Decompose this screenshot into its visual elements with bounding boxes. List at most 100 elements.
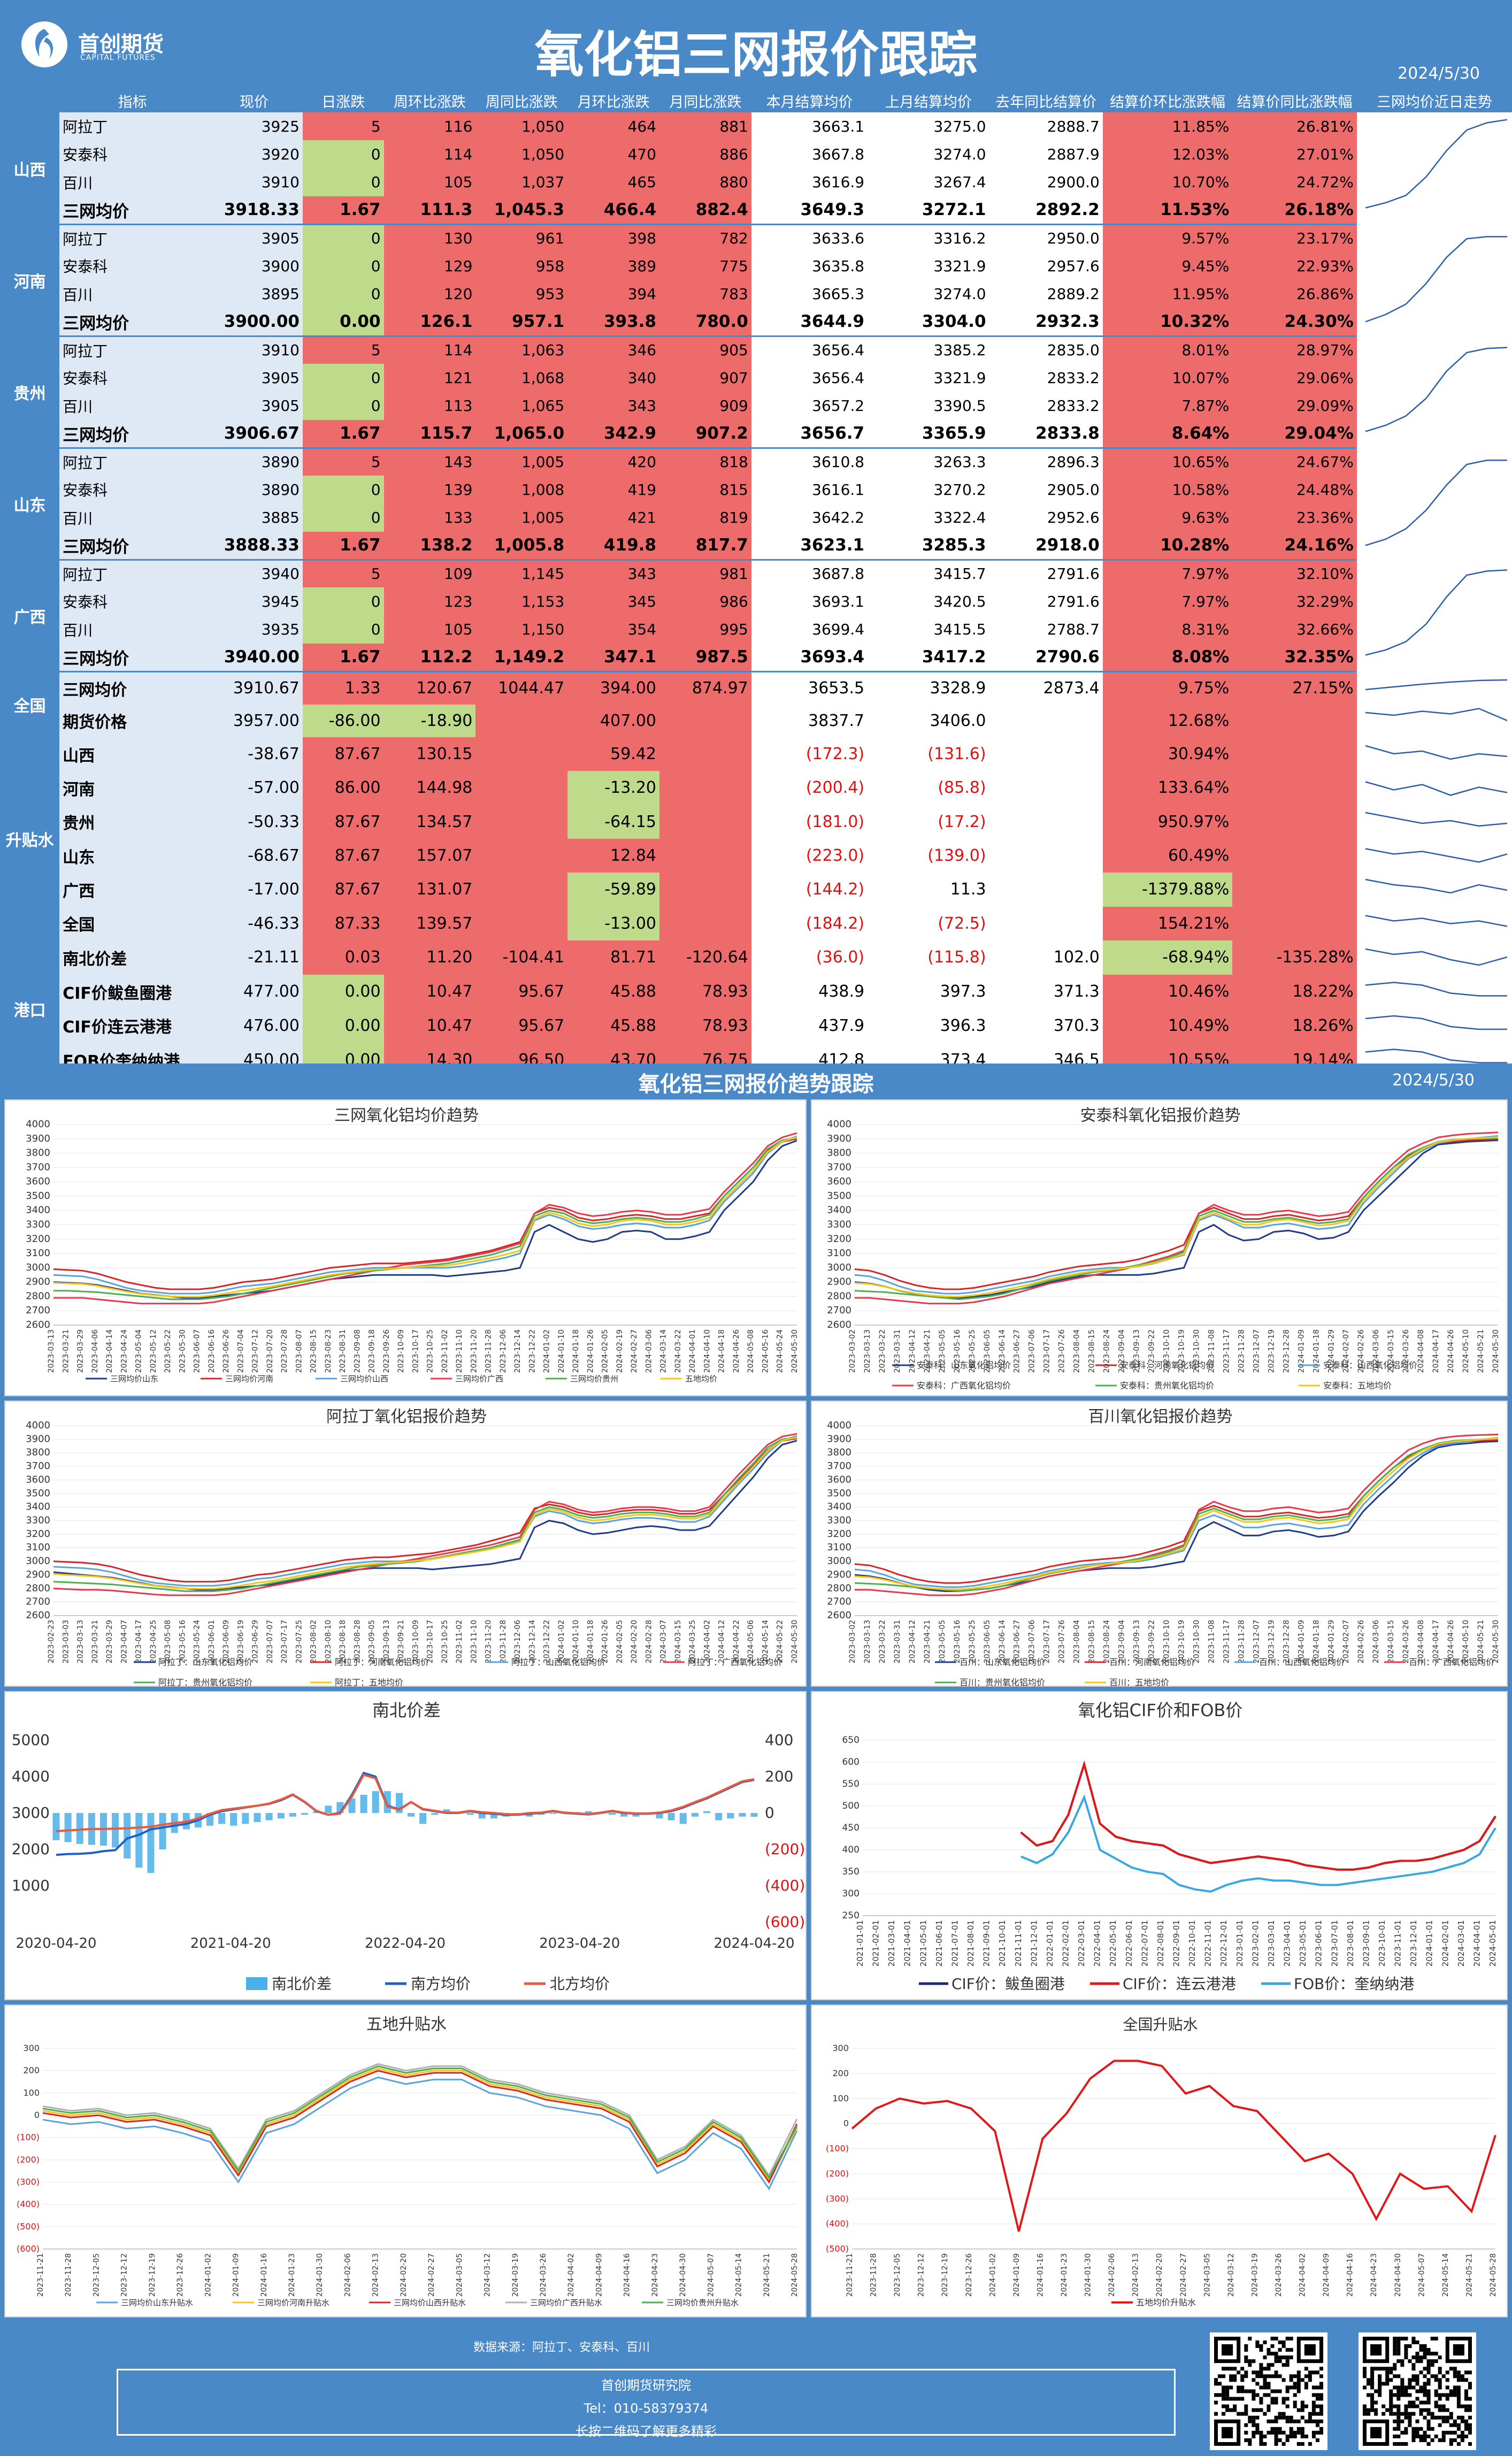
y-tick-label: 3000: [12, 1804, 50, 1822]
sparkline-path: [1365, 1015, 1507, 1030]
x-tick-label: 2023-09-21: [397, 1620, 405, 1663]
table-cell: (139.0): [868, 838, 989, 873]
table-cell: 2896.3: [989, 448, 1103, 476]
table-cell: 3885: [205, 503, 303, 532]
x-tick-label: 2023-06-29: [251, 1620, 260, 1663]
x-tick-label: 2023-12-28: [1282, 1620, 1291, 1663]
table-cell: [989, 906, 1103, 940]
spread-bar: [691, 1813, 699, 1817]
table-cell: 3935: [205, 615, 303, 644]
x-tick-label: 2023-07-25: [295, 1620, 303, 1663]
table-row: 贵州 -50.33 87.67 134.57 -64.15 (181.0) (17.2) 95…: [0, 805, 1512, 839]
x-tick-label: 2024-04-02: [567, 2253, 575, 2297]
table-cell: (184.2): [751, 906, 868, 940]
table-cell: 419.8: [567, 531, 660, 561]
x-tick-label: 2024-03-12: [483, 2253, 492, 2297]
x-tick-label: 2024-03-26: [1402, 1620, 1410, 1663]
table-cell: [475, 737, 568, 771]
x-tick-label: 2024-01-09: [1297, 1329, 1306, 1373]
table-cell: 0: [302, 615, 384, 644]
x-tick-label: 2023-12-26: [965, 2253, 973, 2297]
x-tick-label: 2024-05-21: [1477, 1620, 1485, 1663]
x-tick-label: 2024-04-01: [1472, 1920, 1482, 1967]
table-cell: 477.00: [205, 974, 303, 1009]
table-cell: 2957.6: [989, 252, 1103, 280]
y-tick-label: (300): [17, 2177, 40, 2187]
y-tick-label: 3600: [26, 1176, 50, 1187]
table-cell: 3837.7: [751, 704, 868, 737]
legend-label: 安泰科：广西氧化铝均价: [917, 1381, 1011, 1391]
x-tick-label: 2024-01-01: [1425, 1920, 1434, 1967]
table-cell: 3649.3: [751, 196, 868, 225]
x-tick-label: 2022-03-01: [1077, 1920, 1086, 1967]
table-cell: [475, 873, 568, 907]
x-tick-label: 2023-11-17: [1222, 1620, 1231, 1663]
x-tick-label: 2024-01-18: [586, 1620, 595, 1663]
y-tick-label: 2700: [26, 1596, 50, 1608]
x-tick-label: 2023-12-06: [513, 1620, 522, 1663]
x-tick-label: 2024-03-26: [539, 2253, 548, 2297]
sparkline: [1365, 569, 1507, 656]
table-cell: [659, 771, 751, 805]
table-cell: 23.17%: [1232, 224, 1357, 253]
x-tick-label: 2024-04-08: [1417, 1329, 1425, 1373]
x-tick-label: 2023-12-26: [176, 2253, 185, 2297]
table-cell: 3925: [205, 112, 303, 141]
qr-code-left[interactable]: [1210, 2332, 1327, 2450]
legend-swatch: [246, 1977, 267, 1990]
x-tick-label: 2023-04-12: [908, 1620, 917, 1663]
report-date: 2024/5/30: [1398, 64, 1480, 83]
x-tick-label: 2023-05-01: [1298, 1920, 1308, 1967]
table-cell: 1,149.2: [475, 643, 568, 672]
x-tick-label: 2023-08-23: [324, 1329, 333, 1373]
x-tick-label: 2024-05-30: [1492, 1329, 1500, 1373]
spread-bar: [76, 1813, 83, 1844]
x-tick-label: 2024-01-02: [557, 1620, 566, 1663]
y-tick-label: 3300: [827, 1219, 851, 1230]
x-tick-label: 2023-08-07: [295, 1329, 303, 1373]
x-tick-label: 2023-08-15: [1088, 1620, 1096, 1663]
row-label: 全国: [59, 906, 206, 940]
x-tick-label: 2024-01-29: [1327, 1329, 1336, 1373]
table-cell: 11.85%: [1102, 112, 1233, 141]
baichuan-chart: 百川氧化铝报价趋势 2600 2700 2800 2900 3000 3100 3200 330…: [827, 1407, 1500, 1688]
x-tick-label: 2023-03-13: [863, 1620, 872, 1663]
table-cell: [989, 771, 1103, 805]
row-label: 安泰科: [59, 476, 206, 504]
y-tick-label: 3700: [827, 1460, 851, 1472]
y-tick-label: 3100: [26, 1542, 50, 1553]
spread-bar: [230, 1813, 237, 1826]
y-tick-label: 4000: [827, 1420, 851, 1431]
table-cell: [989, 873, 1103, 907]
qr-code-right[interactable]: [1359, 2332, 1476, 2450]
x-tick-label: 2024-05-22: [776, 1620, 785, 1663]
x-tick-label: 2024-04-10: [703, 1329, 711, 1373]
table-cell: 10.70%: [1102, 168, 1233, 196]
x-tick-label: 2023-08-04: [1073, 1620, 1081, 1663]
x-tick-label: 2024-03-01: [1456, 1920, 1466, 1967]
table-cell: 881: [659, 112, 751, 141]
legend-label: 百川：广西氧化铝均价: [1409, 1657, 1494, 1667]
table-cell: 7.87%: [1102, 392, 1233, 420]
x-tick-label: 2022-01-01: [1045, 1920, 1055, 1967]
x-tick-label: 2022-08-01: [1156, 1920, 1165, 1967]
table-cell: 29.04%: [1232, 419, 1357, 449]
y-tick-label: 300: [832, 2043, 849, 2053]
x-tick-label: 2023-07-01: [1330, 1920, 1339, 1967]
legend-label: 三网均价贵州升贴水: [666, 2298, 739, 2307]
table-cell: 134.57: [383, 805, 476, 839]
table-cell: 86.00: [302, 771, 384, 805]
row-label: 山西: [59, 737, 206, 771]
x-tick-label: 2023-08-24: [1103, 1620, 1111, 1663]
table-cell: 2900.0: [989, 168, 1103, 196]
x-tick-label: 2024-01-29: [1327, 1620, 1336, 1663]
chart-panel-five-premium: 五地升贴水 300 200 100 0 (100) (200) (300) (400) (500)…: [4, 2004, 807, 2317]
table-row: 山东 阿拉丁 3890 5 143 1,005 420 818 3610.8 3263.3 2896…: [0, 448, 1512, 560]
y-tick-label: (400): [826, 2218, 849, 2229]
table-cell: 2835.0: [989, 336, 1103, 364]
table-cell: 115.7: [383, 419, 476, 449]
series-line: [53, 1136, 797, 1298]
x-tick-label: 2023-10-10: [1163, 1620, 1171, 1663]
x-tick-label: 2023-08-28: [353, 1620, 362, 1663]
x-tick-label: 2023-09-04: [1118, 1329, 1126, 1373]
